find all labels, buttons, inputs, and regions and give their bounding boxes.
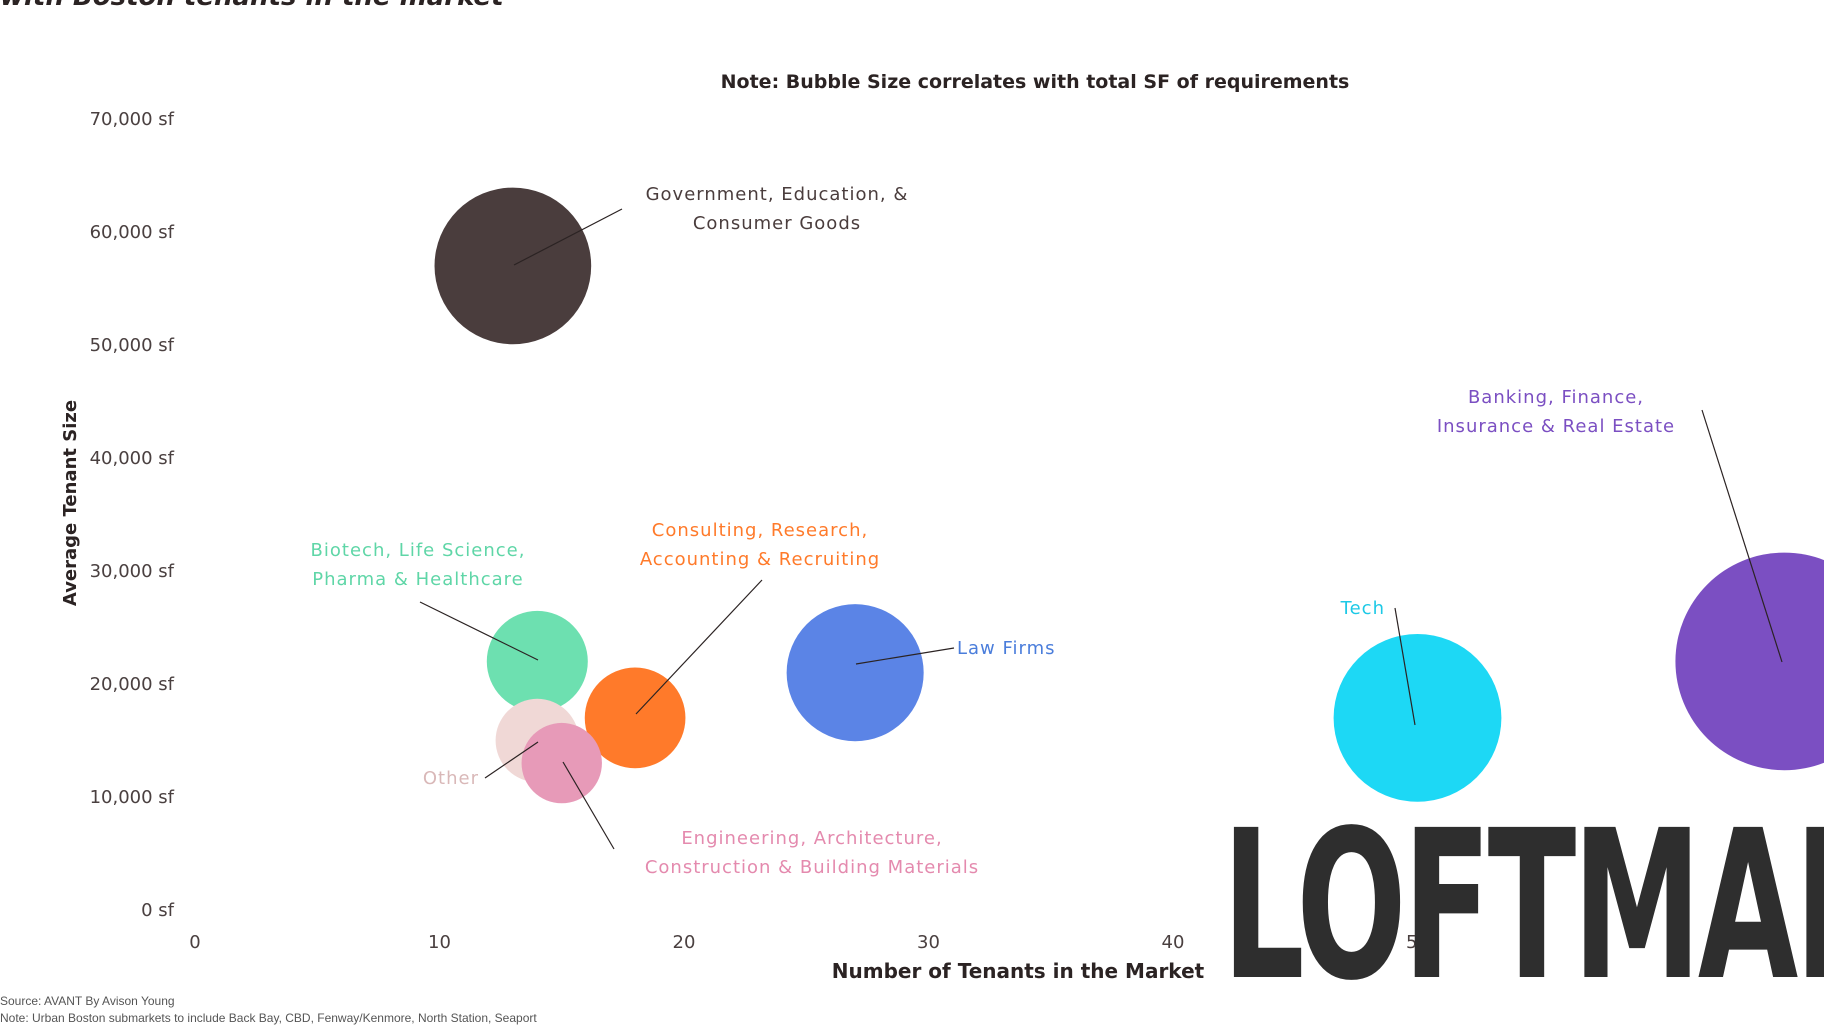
y-tick-label: 40,000 sf bbox=[90, 448, 175, 469]
y-tick-label: 0 sf bbox=[141, 900, 175, 921]
y-tick-label: 50,000 sf bbox=[90, 335, 175, 356]
bubble bbox=[486, 610, 588, 712]
source-note: Source: AVANT By Avison Young bbox=[0, 994, 175, 1008]
bubble bbox=[1333, 634, 1502, 802]
y-tick-label: 30,000 sf bbox=[90, 561, 175, 582]
y-axis-label: Average Tenant Size bbox=[60, 400, 81, 606]
x-tick-label: 10 bbox=[428, 932, 451, 953]
logo-texture bbox=[1222, 806, 1812, 1006]
bubble-label: Accounting & Recruiting bbox=[640, 549, 880, 570]
bubble-label: Banking, Finance, bbox=[1468, 387, 1644, 408]
leader-line bbox=[635, 579, 763, 715]
x-tick-label: 50 bbox=[1406, 932, 1429, 953]
x-tick-label: 0 bbox=[189, 932, 200, 953]
bubble bbox=[434, 187, 592, 345]
bubbles bbox=[434, 187, 1824, 804]
x-tick-label: 40 bbox=[1162, 932, 1185, 953]
leader-line bbox=[1701, 409, 1783, 663]
bubble-label: Engineering, Architecture, bbox=[681, 828, 942, 849]
chart-title: with Boston tenants in the market bbox=[0, 0, 504, 12]
y-tick-label: 20,000 sf bbox=[90, 674, 175, 695]
bubble-label: Insurance & Real Estate bbox=[1437, 416, 1675, 437]
bubble bbox=[1675, 552, 1824, 771]
bubble-label: Pharma & Healthcare bbox=[312, 569, 524, 590]
bubble bbox=[584, 667, 686, 769]
leader-line bbox=[419, 601, 539, 661]
bubble bbox=[786, 604, 924, 742]
x-axis-label: Number of Tenants in the Market bbox=[832, 959, 1205, 983]
y-tick-label: 60,000 sf bbox=[90, 222, 175, 243]
bubble-label: Law Firms bbox=[957, 638, 1056, 659]
bubble bbox=[521, 722, 602, 804]
size-note: Note: Bubble Size correlates with total … bbox=[721, 71, 1350, 93]
bubble-label: Government, Education, & bbox=[646, 184, 909, 205]
leader-line bbox=[513, 208, 623, 266]
x-tick-label: 20 bbox=[673, 932, 696, 953]
x-axis: 0 10 20 30 40 50 bbox=[189, 932, 1429, 953]
y-axis: 0 sf 10,000 sf 20,000 sf 30,000 sf 40,000 sf… bbox=[90, 109, 175, 921]
leader-line bbox=[484, 741, 539, 779]
footnote: Note: Urban Boston submarkets to include… bbox=[0, 1011, 537, 1025]
bubble-label: Tech bbox=[1340, 598, 1385, 619]
leader-line bbox=[562, 761, 615, 850]
bubble-label: Consumer Goods bbox=[693, 213, 861, 234]
bubble-labels: Government, Education, & Consumer Goods Bi… bbox=[311, 184, 1675, 878]
x-tick-label: 30 bbox=[917, 932, 940, 953]
leader-line bbox=[1394, 607, 1416, 726]
loftmap-logo: LOFTMAP bbox=[1222, 786, 1824, 1026]
leader-line bbox=[855, 647, 955, 665]
y-tick-label: 10,000 sf bbox=[90, 787, 175, 808]
bubble-label: Biotech, Life Science, bbox=[311, 540, 526, 561]
leader-lines bbox=[419, 208, 1783, 850]
bubble-label: Construction & Building Materials bbox=[645, 857, 979, 878]
y-tick-label: 70,000 sf bbox=[90, 109, 175, 130]
bubble-label: Other bbox=[423, 768, 479, 789]
bubble-label: Consulting, Research, bbox=[652, 520, 868, 541]
